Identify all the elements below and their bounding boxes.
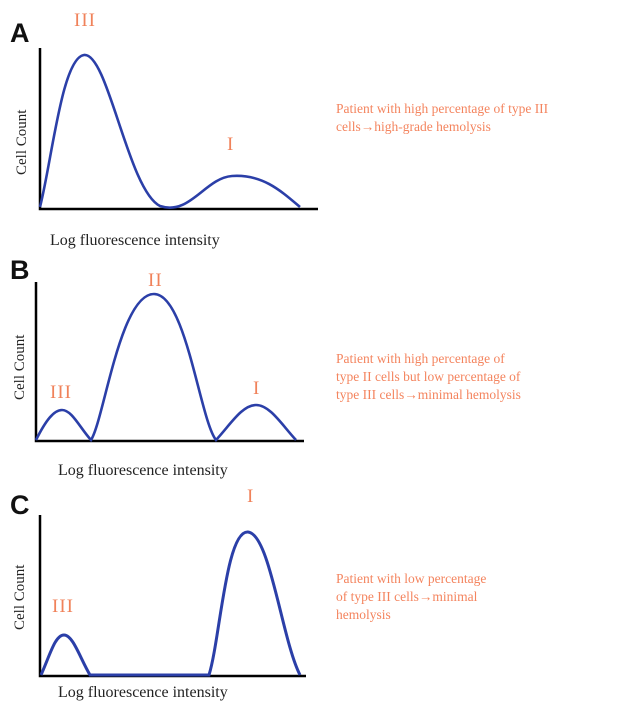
axes: [38, 48, 318, 211]
peak-label-i: I: [247, 486, 255, 507]
histogram-curve: [39, 530, 302, 677]
panel-letter: C: [10, 490, 30, 520]
peak-label-ii: II: [148, 270, 163, 291]
peak-label-i: I: [227, 134, 235, 155]
panel-description: Patient with low percentage of type III …: [336, 570, 606, 624]
histogram-plot: [34, 282, 304, 443]
description-line: hemolysis: [336, 607, 391, 622]
description-line: Patient with low percentage: [336, 571, 487, 586]
panel-letter: A: [10, 18, 30, 48]
axes: [34, 282, 304, 443]
peak-label-i: I: [253, 378, 261, 399]
description-line: Patient with high percentage of: [336, 351, 505, 366]
x-axis-label: Log fluorescence intensity: [58, 684, 228, 701]
description-line: cells→high-grade hemolysis: [336, 119, 491, 134]
panel-letter: B: [10, 255, 30, 285]
peak-label-iii: III: [52, 596, 74, 617]
peak-label-iii: III: [74, 10, 96, 31]
histogram-curve: [38, 53, 301, 209]
axes: [38, 515, 306, 678]
panel-description: Patient with high percentage of type II …: [336, 350, 606, 404]
peak-label-iii: III: [50, 382, 72, 403]
histogram-plot: [38, 48, 318, 211]
description-line: type II cells but low percentage of: [336, 369, 521, 384]
description-line: Patient with high percentage of type III: [336, 101, 549, 116]
histogram-plot: [38, 515, 306, 678]
panel-description: Patient with high percentage of type III…: [336, 100, 606, 136]
x-axis-label: Log fluorescence intensity: [58, 462, 228, 479]
description-line: type III cells→minimal hemolysis: [336, 387, 521, 402]
panel-a: A III I Cell Count Log fluorescence inte…: [0, 0, 618, 250]
panel-b: B II III I Cell Count Log fluorescence i…: [10, 255, 606, 479]
description-line: of type III cells→minimal: [336, 589, 478, 604]
x-axis-label: Log fluorescence intensity: [50, 232, 220, 249]
histogram-curve: [34, 292, 297, 443]
